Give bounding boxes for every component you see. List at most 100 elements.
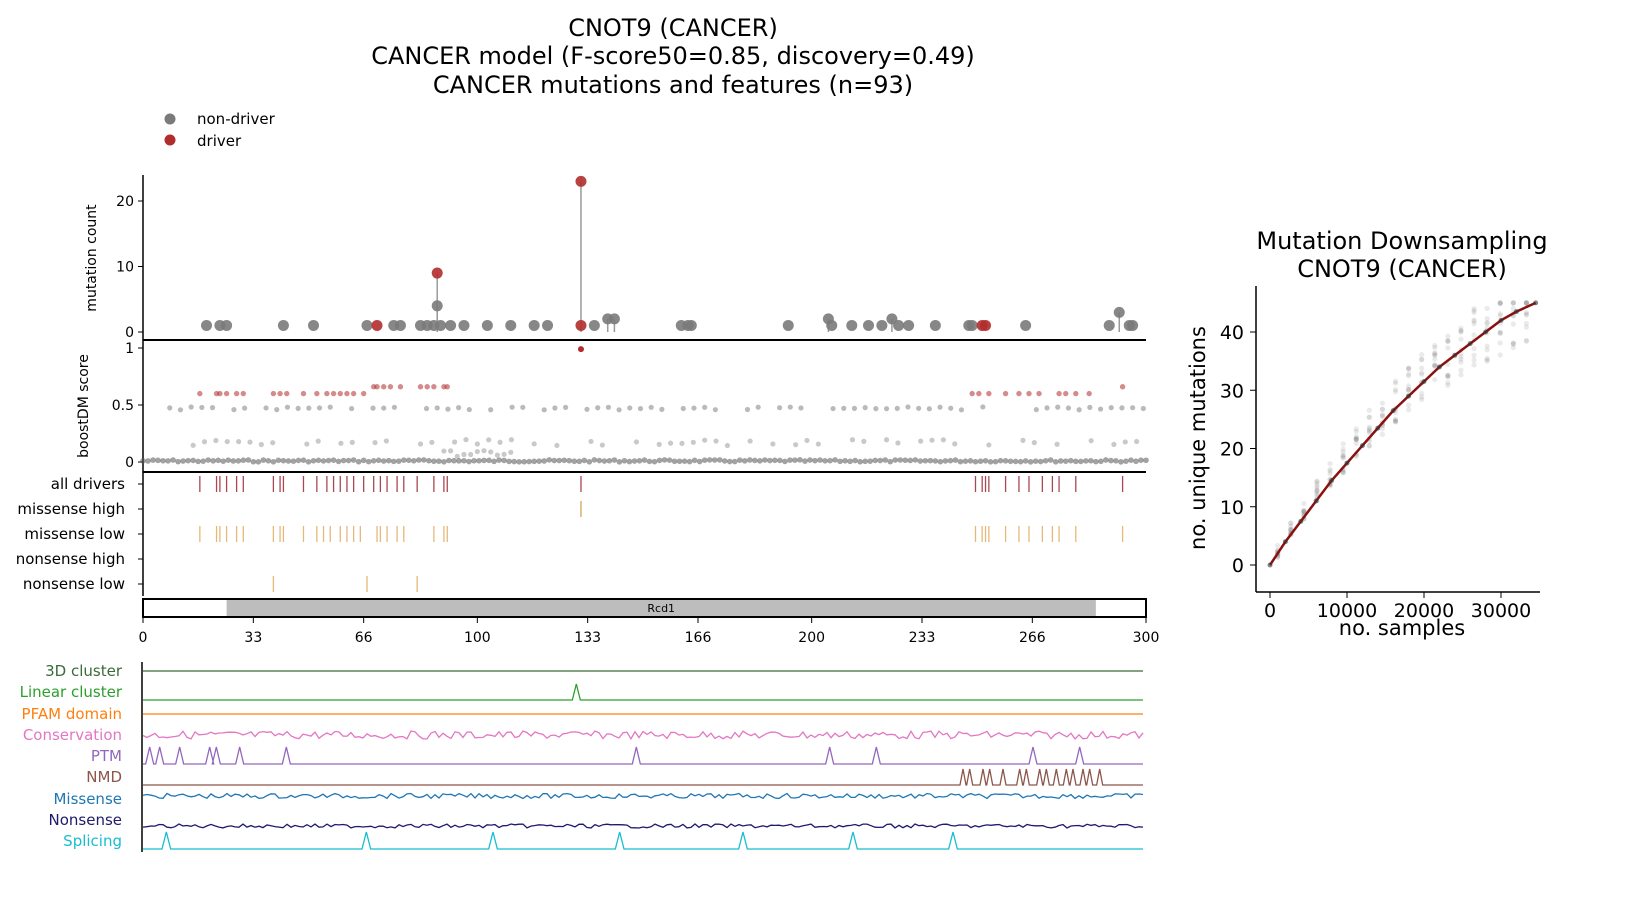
score-point	[250, 458, 257, 465]
non-driver-point	[308, 319, 320, 331]
score-point	[724, 442, 731, 449]
score-point	[742, 458, 748, 464]
driver-score-point	[1086, 390, 1092, 397]
replicate-point	[1445, 382, 1451, 388]
score-point	[667, 440, 674, 446]
driver-score-point	[1063, 390, 1069, 397]
score-point	[552, 405, 558, 411]
downsampling-title-line-1: Mutation Downsampling	[1256, 227, 1547, 255]
driver-score-point	[284, 390, 290, 397]
score-point	[300, 457, 307, 464]
replicate-point	[1353, 433, 1359, 440]
score-point	[937, 458, 944, 465]
score-point	[782, 458, 788, 465]
score-point	[907, 457, 914, 464]
y-tick-label: 1	[125, 341, 134, 357]
score-point	[380, 458, 387, 464]
replicate-point	[1432, 352, 1438, 358]
score-point	[429, 439, 435, 445]
replicate-point	[1471, 352, 1477, 358]
replicate-point	[1458, 329, 1464, 335]
score-point	[284, 404, 291, 410]
score-point	[656, 441, 662, 447]
replicate-point	[1471, 362, 1477, 368]
non-driver-point	[481, 319, 493, 331]
feature-track-label: Conservation	[23, 726, 122, 744]
score-point	[1130, 405, 1136, 411]
replicate-point	[1392, 418, 1399, 424]
score-point	[185, 457, 191, 464]
score-point	[822, 458, 828, 464]
score-point	[894, 405, 900, 411]
score-point	[937, 404, 943, 410]
score-point	[997, 457, 1004, 464]
x-tick-label: 166	[685, 630, 712, 646]
driver-score-point	[374, 384, 380, 390]
score-point	[506, 458, 512, 465]
score-point	[421, 457, 427, 463]
driver-score-point	[197, 390, 203, 397]
score-point	[320, 458, 327, 464]
replicate-point	[1484, 358, 1490, 364]
score-point	[777, 457, 783, 464]
score-point	[416, 457, 422, 463]
score-point	[686, 458, 693, 465]
score-point	[1111, 441, 1117, 448]
score-point	[726, 458, 733, 465]
score-point	[304, 441, 310, 447]
score-point	[792, 457, 798, 463]
replicate-point	[1419, 365, 1425, 371]
replicate-point	[1419, 351, 1425, 358]
score-point	[260, 457, 267, 463]
feature-track-panel: 3D cluster Linear cluster PFAM domain Conse…	[20, 662, 1144, 852]
score-point	[932, 458, 939, 464]
replicate-point	[1366, 443, 1372, 449]
score-point	[830, 405, 836, 412]
score-point	[255, 458, 262, 465]
score-point	[958, 407, 965, 413]
score-point	[787, 457, 793, 463]
score-point	[1065, 405, 1072, 411]
score-point	[1138, 457, 1144, 463]
boostdm-score-panel: 0 0.5 1 boostDM score	[76, 340, 1149, 473]
score-point	[605, 404, 611, 410]
replicate-point	[1484, 355, 1490, 361]
replicate-point	[1510, 300, 1516, 306]
replicate-point	[1419, 370, 1425, 376]
score-point	[165, 458, 171, 464]
driver-point	[575, 175, 587, 187]
y-tick-label: 0	[125, 325, 134, 341]
score-point	[857, 458, 863, 465]
replicate-point	[1523, 300, 1530, 306]
score-point	[1017, 458, 1024, 465]
score-point	[690, 439, 696, 445]
score-point	[895, 440, 901, 446]
score-point	[701, 457, 708, 463]
x-tick-label: 133	[574, 630, 601, 646]
feature-track-line	[143, 683, 1143, 701]
score-point	[365, 458, 372, 465]
score-point	[280, 457, 287, 464]
replicate-point	[1392, 418, 1399, 424]
score-point	[541, 407, 547, 413]
score-point	[436, 458, 442, 464]
score-point	[175, 458, 181, 465]
mutation-count-panel: 0 10 20 mutation count	[84, 175, 1146, 341]
score-point	[762, 457, 768, 463]
replicate-point	[1314, 487, 1320, 494]
score-point	[571, 458, 578, 465]
y-tick-label: 20	[1220, 439, 1244, 461]
score-point	[381, 405, 387, 411]
driver-score-point	[1026, 390, 1032, 397]
score-point	[145, 458, 151, 464]
score-point	[1072, 458, 1079, 465]
score-point	[867, 458, 873, 464]
replicate-point	[1340, 455, 1346, 461]
replicate-point	[1419, 371, 1425, 377]
feature-track-label: PTM	[91, 747, 122, 765]
replicate-point	[1510, 341, 1516, 347]
score-point	[812, 457, 818, 464]
score-point	[531, 441, 537, 447]
downsampling-point	[1267, 562, 1273, 568]
score-point	[627, 405, 633, 411]
